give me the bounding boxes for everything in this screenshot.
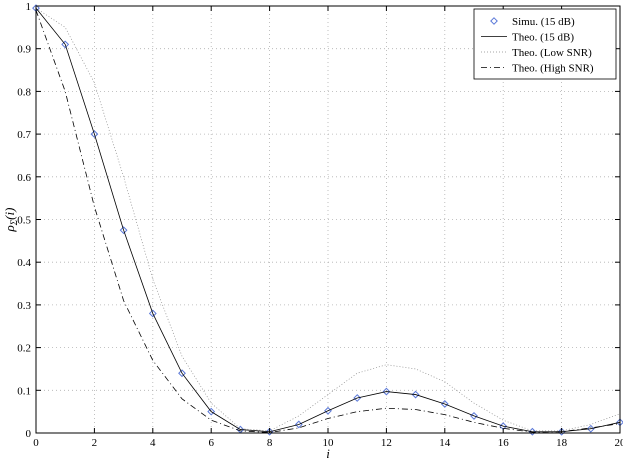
series-layer xyxy=(32,4,623,436)
x-axis-label: i xyxy=(326,446,330,460)
legend-marker xyxy=(490,17,498,25)
point-simu-15-db xyxy=(90,130,99,139)
x-tick-label: 14 xyxy=(439,437,451,449)
x-tick-label: 4 xyxy=(150,437,156,449)
y-tick-label: 0 xyxy=(26,428,32,440)
y-tick-label: 0.6 xyxy=(17,172,31,184)
legend: Simu. (15 dB) Theo. (15 dB) Theo. (Low SNR… xyxy=(473,8,617,80)
point-simu-15-db xyxy=(411,390,420,399)
legend-label: Simu. (15 dB) xyxy=(512,16,575,28)
line-theo-15-db xyxy=(35,7,621,433)
ticks: 0 2 4 6 8 10 12 14 16 18 20 0 0.1 0.2 0.3 0.4 0.5 0.6 0.7 0… xyxy=(17,1,623,449)
x-tick-label: 16 xyxy=(498,437,510,449)
x-tick-label: 10 xyxy=(323,437,335,449)
point-simu-15-db xyxy=(148,309,157,318)
point-simu-15-db xyxy=(586,424,595,433)
x-tick-label: 6 xyxy=(208,437,214,449)
x-tick-label: 0 xyxy=(33,437,39,449)
y-tick-label: 0.1 xyxy=(17,385,31,397)
line-theo-low-snr xyxy=(35,7,621,432)
x-tick-label: 8 xyxy=(267,437,273,449)
y-tick-label: 1 xyxy=(26,1,32,13)
point-simu-15-db xyxy=(353,394,362,402)
point-simu-15-db xyxy=(61,40,70,49)
y-tick-label: 0.5 xyxy=(17,215,31,227)
legend-label: Theo. (Low SNR) xyxy=(512,47,592,59)
point-simu-15-db xyxy=(382,387,391,396)
y-tick-label: 0.2 xyxy=(17,343,31,355)
legend-label: Theo. (High SNR) xyxy=(512,63,594,75)
y-tick-label: 0.8 xyxy=(17,86,31,98)
legend-label: Theo. (15 dB) xyxy=(512,32,574,44)
y-tick-label: 0.4 xyxy=(17,257,31,269)
grid xyxy=(36,6,620,433)
x-tick-label: 18 xyxy=(556,437,568,449)
x-tick-label: 12 xyxy=(381,437,392,449)
point-simu-15-db xyxy=(265,427,274,436)
y-tick-label: 0.3 xyxy=(17,300,31,312)
point-simu-15-db xyxy=(119,226,128,235)
y-tick-label: 0.7 xyxy=(17,129,31,141)
x-tick-label: 20 xyxy=(615,437,623,449)
y-axis-label: ρΣ(i) xyxy=(2,208,19,233)
point-simu-15-db xyxy=(178,369,186,378)
y-tick-label: 0.9 xyxy=(17,44,31,56)
line-theo-high-snr xyxy=(35,10,621,433)
x-tick-label: 2 xyxy=(92,437,98,449)
point-simu-15-db xyxy=(207,407,216,416)
point-simu-15-db xyxy=(528,427,537,436)
